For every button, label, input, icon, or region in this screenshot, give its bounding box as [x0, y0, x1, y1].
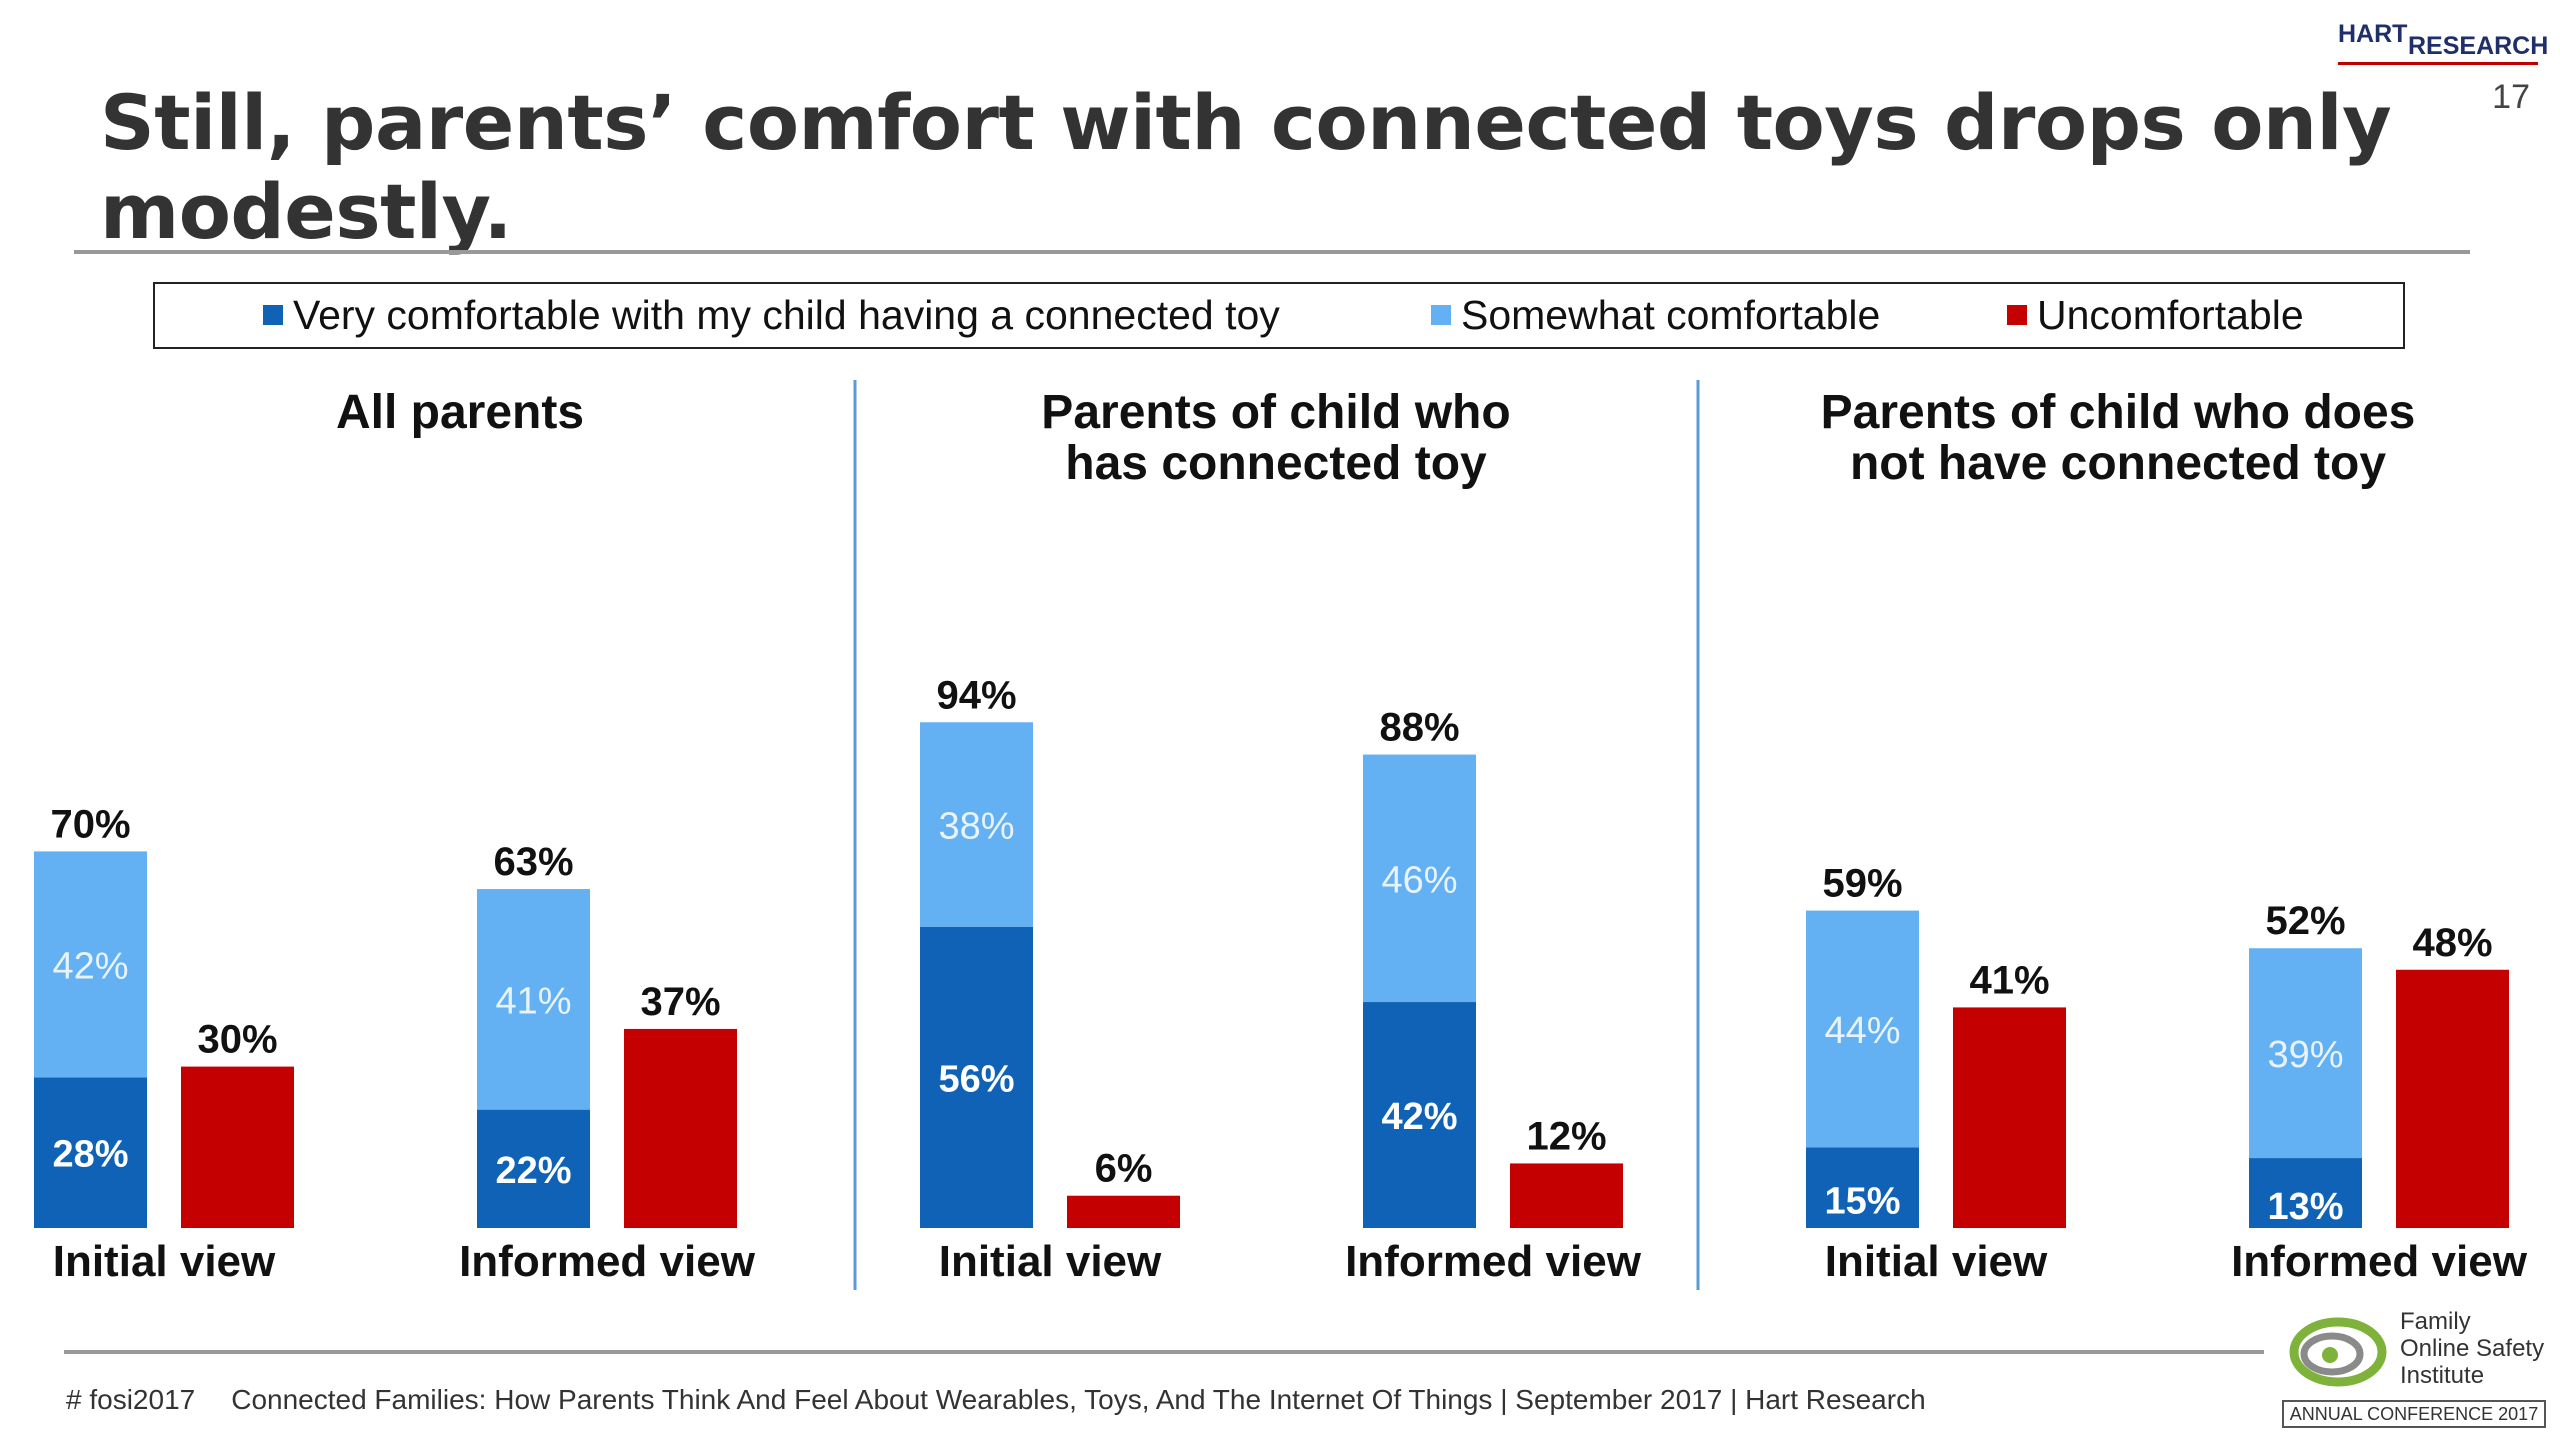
legend-item-very: Very comfortable with my child having a … [263, 292, 1280, 339]
bar-uncomfortable [1510, 1163, 1623, 1228]
bar-uncomfortable [181, 1066, 294, 1228]
data-label-total: 94% [936, 673, 1016, 717]
panel-title: not have connected toy [1850, 437, 2386, 490]
bar-very-comfortable [477, 1109, 590, 1228]
data-label-somewhat: 46% [1381, 859, 1457, 901]
hart-research-logo: HART RESEARCH [2338, 18, 2548, 70]
data-label-somewhat: 41% [495, 980, 571, 1022]
data-label-uncomfortable: 6% [1095, 1147, 1153, 1191]
legend-label-uncomfortable: Uncomfortable [2037, 292, 2304, 338]
data-label-very: 56% [938, 1058, 1014, 1100]
bar-somewhat-comfortable [920, 722, 1033, 927]
category-label: Initial view [1825, 1237, 2048, 1286]
bar-somewhat-comfortable [34, 851, 147, 1078]
bar-somewhat-comfortable [1806, 910, 1919, 1148]
bar-uncomfortable [1953, 1007, 2066, 1228]
bar-very-comfortable [34, 1077, 147, 1228]
category-label: Informed view [2231, 1237, 2528, 1286]
data-label-total: 63% [493, 840, 573, 884]
fosi-name-line1: Family [2400, 1308, 2471, 1335]
legend-item-uncomfortable: Uncomfortable [2007, 292, 2304, 339]
category-label: Informed view [459, 1237, 756, 1286]
data-label-total: 70% [50, 802, 130, 846]
data-label-uncomfortable: 30% [197, 1018, 277, 1062]
bar-uncomfortable [2396, 969, 2509, 1228]
data-label-uncomfortable: 41% [1969, 958, 2049, 1002]
title-divider [74, 250, 2470, 254]
fosi-name-line3: Institute [2400, 1362, 2485, 1389]
bar-somewhat-comfortable [477, 889, 590, 1110]
legend-label-very: Very comfortable with my child having a … [293, 292, 1280, 338]
footer: # fosi2017 Connected Families: How Parent… [66, 1384, 1926, 1416]
panel-title: All parents [336, 386, 584, 439]
data-label-very: 28% [52, 1134, 128, 1176]
data-label-uncomfortable: 12% [1526, 1114, 1606, 1158]
fosi-swirl-icon [2289, 1317, 2387, 1387]
fosi-name-line2: Online Safety [2400, 1335, 2545, 1362]
legend-swatch-uncomfortable [2007, 305, 2027, 325]
bar-very-comfortable [2249, 1158, 2362, 1228]
legend-swatch-somewhat [1431, 305, 1451, 325]
bar-somewhat-comfortable [2249, 948, 2362, 1159]
bar-very-comfortable [1806, 1147, 1919, 1228]
data-label-somewhat: 42% [52, 945, 128, 987]
page-number: 17 [2492, 78, 2530, 116]
data-label-total: 59% [1822, 862, 1902, 906]
bar-very-comfortable [1363, 1002, 1476, 1228]
chart-legend: Very comfortable with my child having a … [153, 282, 2405, 349]
brand-hart: HART [2338, 20, 2408, 48]
page-title: Still, parents’ comfort with connected t… [100, 78, 2392, 256]
legend-swatch-very [263, 305, 283, 325]
footer-citation: Connected Families: How Parents Think An… [231, 1384, 1926, 1415]
data-label-total: 52% [2265, 899, 2345, 943]
legend-label-somewhat: Somewhat comfortable [1461, 292, 1881, 338]
data-label-very: 15% [1824, 1181, 1900, 1223]
category-label: Initial view [53, 1237, 276, 1286]
panel-title: Parents of child who [1041, 386, 1510, 439]
panel-title: Parents of child who does [1821, 386, 2416, 439]
brand-research: RESEARCH [2408, 32, 2549, 60]
legend-item-somewhat: Somewhat comfortable [1431, 292, 1880, 339]
footer-divider [64, 1350, 2264, 1354]
category-label: Initial view [939, 1237, 1162, 1286]
brand-underline [2338, 62, 2538, 65]
panel-title: has connected toy [1065, 437, 1487, 490]
footer-hashtag: # fosi2017 [66, 1384, 196, 1415]
fosi-conference-label: ANNUAL CONFERENCE 2017 [2282, 1400, 2546, 1428]
data-label-somewhat: 44% [1824, 1010, 1900, 1052]
data-label-uncomfortable: 37% [640, 980, 720, 1024]
bar-very-comfortable [920, 926, 1033, 1228]
data-label-somewhat: 38% [938, 806, 1014, 848]
bar-uncomfortable [624, 1028, 737, 1228]
fosi-logo: Family Online Safety Institute ANNUAL CO… [2280, 1308, 2550, 1428]
category-label: Informed view [1345, 1237, 1642, 1286]
data-label-uncomfortable: 48% [2412, 921, 2492, 965]
data-label-somewhat: 39% [2267, 1034, 2343, 1076]
data-label-very: 13% [2267, 1186, 2343, 1228]
data-label-total: 88% [1379, 706, 1459, 750]
data-label-very: 42% [1381, 1096, 1457, 1138]
bar-somewhat-comfortable [1363, 754, 1476, 1003]
bar-uncomfortable [1067, 1195, 1180, 1228]
fosi-name: Family Online Safety Institute [2400, 1308, 2544, 1389]
data-label-very: 22% [495, 1150, 571, 1192]
